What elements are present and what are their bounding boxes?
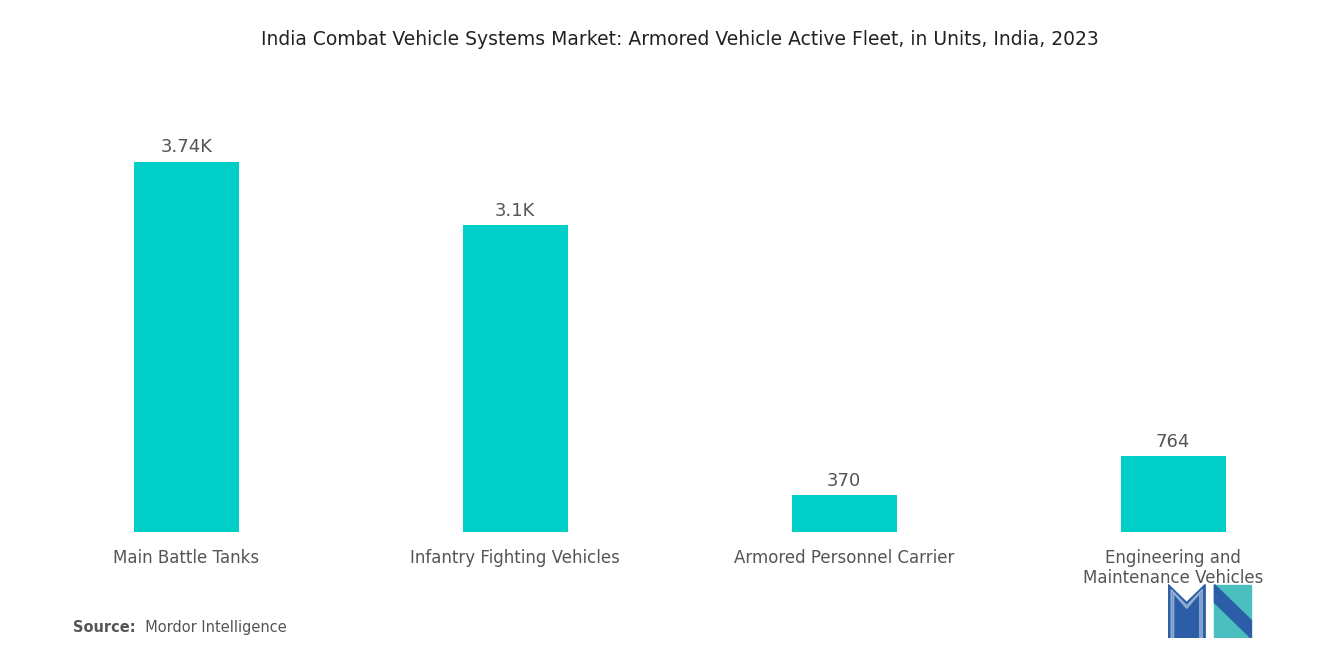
Text: 3.74K: 3.74K [161, 138, 213, 156]
Bar [1121, 456, 1226, 532]
Text: 370: 370 [828, 472, 862, 490]
Text: Mordor Intelligence: Mordor Intelligence [136, 620, 286, 635]
Polygon shape [1214, 585, 1251, 638]
Text: 764: 764 [1156, 433, 1191, 451]
Text: 3.1K: 3.1K [495, 201, 536, 219]
Bar [792, 495, 896, 532]
Polygon shape [1171, 589, 1203, 638]
Polygon shape [1168, 585, 1205, 638]
Bar [133, 162, 239, 532]
Polygon shape [1214, 585, 1251, 638]
Title: India Combat Vehicle Systems Market: Armored Vehicle Active Fleet, in Units, Ind: India Combat Vehicle Systems Market: Arm… [261, 30, 1098, 49]
Text: Source:: Source: [73, 620, 135, 635]
Bar [463, 225, 568, 532]
